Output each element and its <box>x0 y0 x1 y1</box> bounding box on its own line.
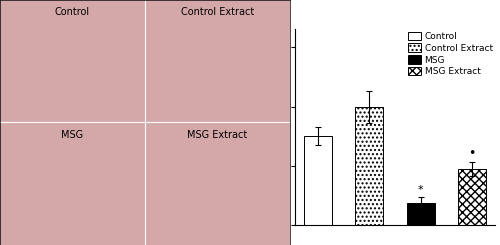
Bar <box>304 136 332 225</box>
Text: MSG Extract: MSG Extract <box>188 130 248 140</box>
Text: Control: Control <box>55 7 90 17</box>
Bar <box>458 169 486 225</box>
Bar <box>356 107 384 225</box>
Y-axis label: Islets area (μm²): Islets area (μm²) <box>234 87 243 168</box>
Legend: Control, Control Extract, MSG, MSG Extract: Control, Control Extract, MSG, MSG Extra… <box>406 30 494 78</box>
Text: •: • <box>468 147 475 160</box>
Text: Control Extract: Control Extract <box>181 7 254 17</box>
Text: *: * <box>418 184 424 195</box>
Bar <box>406 203 434 225</box>
Text: MSG: MSG <box>62 130 84 140</box>
